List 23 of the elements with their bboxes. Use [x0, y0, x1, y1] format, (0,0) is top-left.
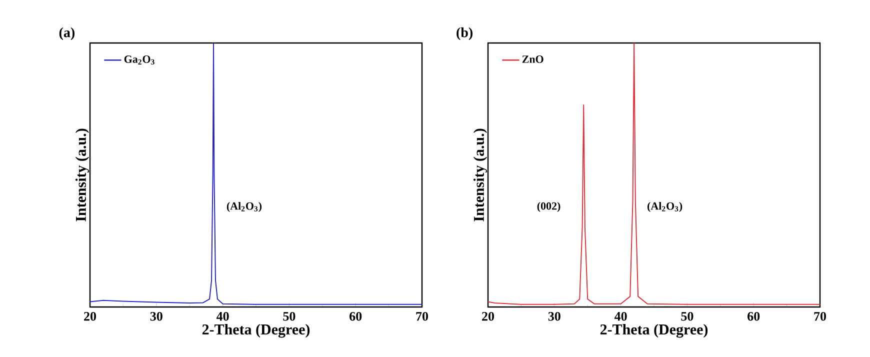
annotation: (Al$_{2}$O$_{3}$): [648, 202, 682, 212]
y-axis-title: Intensity (a.u.): [473, 128, 488, 222]
x-tick-label: 20: [84, 312, 96, 321]
legend-label: Ga$_{2}$O$_{3}$: [124, 56, 154, 65]
x-tick-label: 70: [416, 312, 428, 321]
x-tick-label: 40: [614, 312, 627, 321]
x-tick-label: 50: [681, 312, 694, 321]
chart-title: (b): [456, 27, 472, 40]
annotation: (Al$_{2}$O$_{3}$): [226, 202, 262, 212]
y-axis-title: Intensity (a.u.): [75, 128, 90, 222]
x-tick-label: 60: [748, 312, 760, 321]
legend-label: ZnO: [522, 56, 544, 63]
x-tick-label: 70: [814, 312, 826, 321]
x-tick-label: 30: [150, 312, 162, 321]
x-tick-label: 30: [548, 312, 560, 321]
x-tick-label: 40: [216, 312, 229, 321]
x-tick-label: 20: [482, 312, 494, 321]
chart-title: (a): [59, 27, 74, 40]
x-axis-title: 2-Theta (Degree): [202, 324, 310, 338]
x-tick-label: 50: [283, 312, 296, 321]
x-tick-label: 60: [350, 312, 362, 321]
x-axis-title: 2-Theta (Degree): [600, 324, 708, 338]
annotation: (002): [537, 202, 560, 212]
